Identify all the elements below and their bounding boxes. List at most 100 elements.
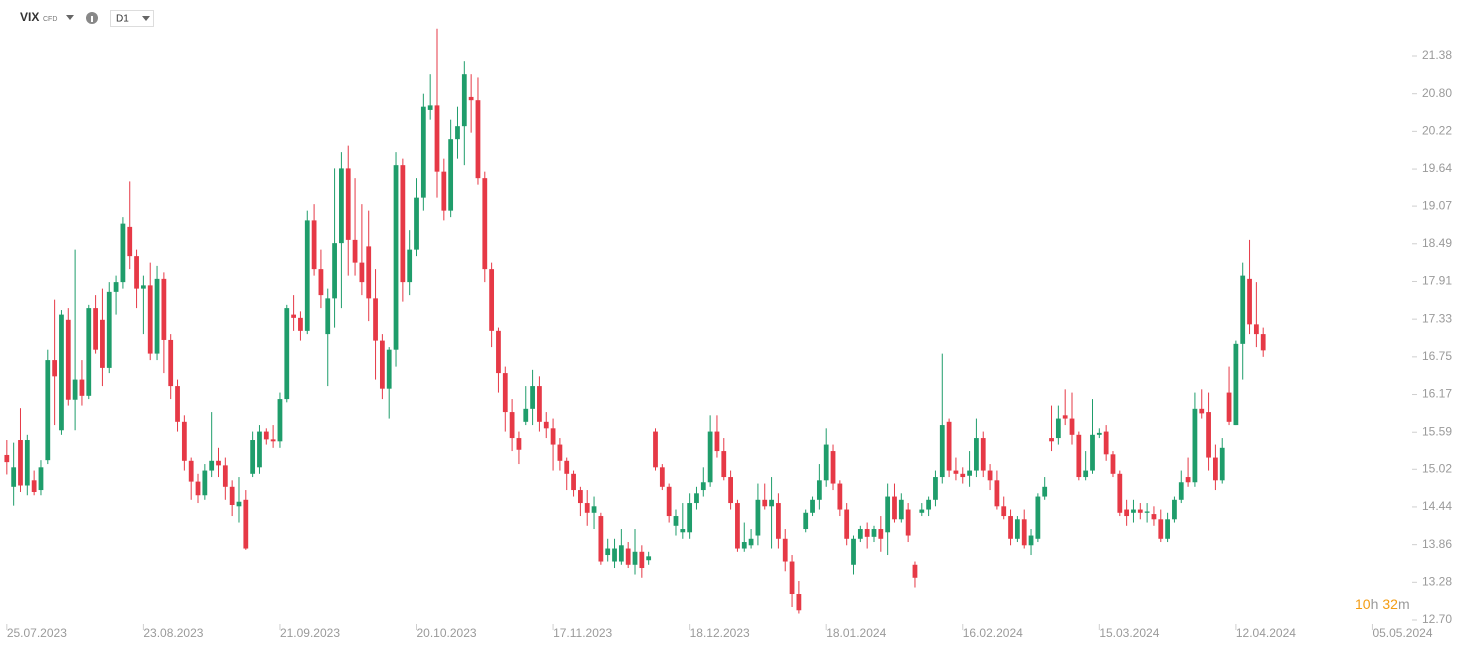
candle-body [946, 421, 952, 471]
candle-body [113, 282, 119, 292]
candle-body [11, 467, 17, 487]
candle-body [270, 439, 276, 442]
symbol-dropdown[interactable] [66, 15, 74, 20]
candle-body [216, 460, 221, 466]
candle-body [516, 438, 522, 450]
candle-body [243, 499, 249, 549]
info-glyph [91, 16, 93, 22]
candle-body [4, 454, 10, 463]
candle-body [141, 285, 146, 289]
candle-body [1049, 438, 1054, 442]
candle-body [680, 529, 686, 533]
candle-body [489, 269, 495, 331]
candle-body [1021, 519, 1027, 546]
candle-body [1008, 516, 1013, 539]
candle-body [18, 440, 23, 486]
candle-body [1233, 343, 1239, 426]
candle-body [1001, 506, 1007, 517]
candle-body [366, 246, 372, 299]
candle-body [448, 139, 454, 211]
candle-body [127, 226, 133, 257]
y-tick-label: 15.02 [1422, 461, 1452, 475]
candle-body [728, 477, 733, 504]
candle-body [851, 538, 856, 565]
candle-body [994, 480, 1000, 507]
candle-body [543, 421, 549, 429]
candle-body [1165, 519, 1170, 539]
candle-body [202, 470, 208, 496]
candle-body [1110, 454, 1116, 474]
candle-body [79, 379, 85, 396]
candle-body [1240, 275, 1246, 344]
y-tick-label: 15.59 [1422, 424, 1452, 438]
candle-body [52, 360, 58, 377]
candle-body [181, 421, 187, 461]
candle-body [1158, 519, 1164, 539]
candle-body [878, 529, 884, 539]
candle-body [393, 165, 399, 350]
countdown-hours-unit: h [1371, 596, 1379, 612]
candle-body [65, 319, 71, 400]
candle-body [933, 477, 938, 500]
candle-body [311, 220, 317, 270]
countdown-minutes-unit: m [1398, 596, 1410, 612]
x-tick-label: 16.02.2024 [963, 626, 1023, 640]
candle-body [400, 165, 406, 283]
candle-body [332, 243, 337, 299]
candle-body [475, 100, 481, 179]
candle-body [1035, 496, 1041, 539]
candle-body [482, 178, 488, 270]
candle-body [577, 490, 583, 504]
candle-body [571, 473, 576, 491]
candle-body [1137, 509, 1143, 513]
candle-body [898, 499, 904, 520]
candle-body [974, 438, 979, 471]
candle-body [632, 551, 638, 565]
candle-body [591, 506, 597, 513]
interval-select[interactable] [110, 10, 154, 27]
candle-body [871, 529, 877, 537]
candle-body [659, 467, 665, 487]
y-tick-label: 17.33 [1422, 311, 1452, 325]
y-tick-label: 20.22 [1422, 124, 1452, 138]
candle-body [564, 460, 570, 474]
candle-body [168, 339, 174, 387]
x-tick-label: 18.01.2024 [826, 626, 886, 640]
candle-body [339, 168, 344, 244]
candle-body [45, 360, 51, 461]
y-tick-label: 18.49 [1422, 236, 1452, 250]
x-tick-label: 23.08.2023 [143, 626, 203, 640]
candle-body [748, 538, 754, 546]
candle-body [857, 529, 863, 539]
candle-body [263, 431, 269, 440]
symbol-type: CFD [43, 16, 57, 23]
candle-body [318, 269, 324, 296]
candle-body [1055, 418, 1061, 439]
candle-body [24, 440, 30, 486]
candle-body [550, 428, 556, 445]
candle-body [605, 548, 611, 556]
candle-body [386, 349, 392, 389]
candle-body [694, 493, 699, 504]
y-tick-label: 14.44 [1422, 499, 1452, 513]
candle-body [625, 548, 631, 565]
candle-body [912, 564, 918, 578]
candle-body [1083, 470, 1089, 478]
candle-body [1124, 509, 1130, 517]
candle-body [803, 512, 809, 530]
candle-body [926, 499, 932, 510]
symbol[interactable]: VIX [20, 10, 39, 24]
candle-body [1260, 334, 1266, 351]
candle-body [816, 480, 822, 500]
candle-body [1014, 519, 1020, 539]
candle-body [38, 467, 44, 491]
candle-body [557, 444, 563, 461]
x-tick-label: 18.12.2023 [690, 626, 750, 640]
candle-body [1172, 499, 1177, 520]
candle-body [530, 386, 535, 409]
y-tick-label: 20.80 [1422, 86, 1452, 100]
candle-body [953, 470, 959, 474]
candle-body [967, 470, 972, 476]
candle-body [93, 308, 98, 350]
candle-body [885, 496, 891, 533]
